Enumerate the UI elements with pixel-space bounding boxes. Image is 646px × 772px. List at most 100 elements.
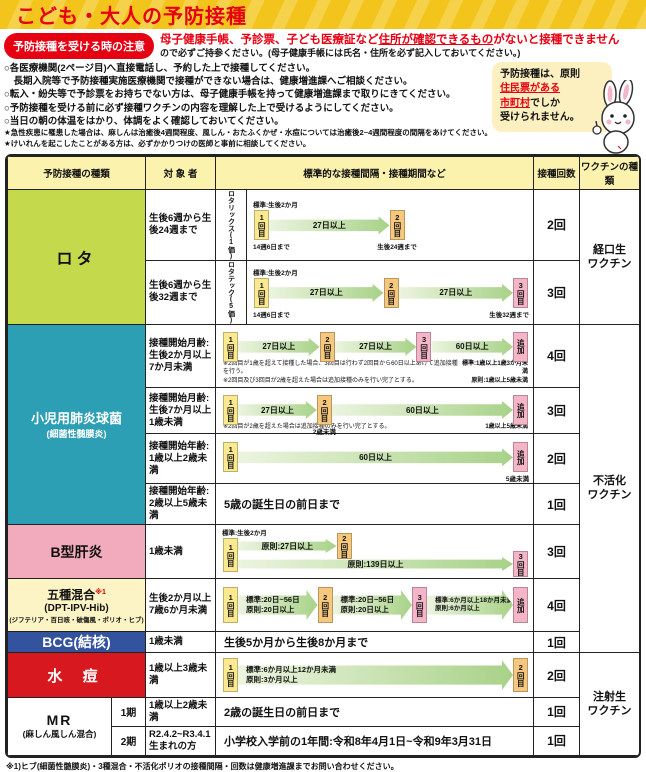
mr-1-count: 1回 — [533, 697, 581, 727]
pneumo-name-cell: 小児用肺炎球菌 (細菌性髄膜炎) — [7, 323, 147, 526]
rota-row-1: ロタ 生後6週から生後24週まで ロタリックス(1価) 標準:生後2か月 1回目… — [7, 188, 639, 325]
pneumo-row-3: 接種開始年齢: 1歳以上2歳未満 1回目 60日以上 追加 5歳未満 2回 — [8, 433, 640, 485]
schedule-table: 予防接種の種類 対 象 者 標準的な接種間隔・接種期間など 接種回数 ワクチンの… — [7, 155, 640, 756]
caution-item: ★けいれんを起こしたことがある方は、必ずかかりつけの医師と事前に相談してください… — [4, 138, 311, 148]
notice-subline: ので必ずご持参ください。(母子健康手帳には氏名・住所を必ず記入しておいてください… — [160, 48, 521, 59]
interval-arrow: 27日以上 — [335, 338, 417, 356]
interval-arrow: 27日以上 — [399, 284, 514, 302]
interval-arrow: 27日以上 — [238, 401, 317, 419]
rota-2-timeline: 標準:生後2か月 1回目 14週6日まで 27日以上 2回目 27日以上 3回目… — [247, 261, 533, 324]
mr-2-count: 1回 — [533, 725, 581, 756]
booster-box: 追加 — [513, 587, 529, 624]
bubble-red-part: 市町村 — [500, 97, 530, 109]
pneumo-1-timeline: 1回目 27日以上 2回目 27日以上 3回目 60日以上 追加 — [216, 325, 533, 366]
list-item: ○予防接種を受ける前に必ず接種ワクチンの内容を理解した上で受けるようにしてくださ… — [4, 102, 399, 114]
rota-2-target: 生後6週から生後32週まで — [145, 259, 217, 325]
hepb-row: B型肝炎 1歳未満 標準:生後2か月 1回目 原則:27日以上 2回目 原則:1… — [7, 524, 640, 580]
mr-period-1: 1期 — [110, 697, 147, 727]
col-header-count: 接種回数 — [533, 155, 581, 190]
headline-part1: 母子健康手帳、予診票、子ども医療証など — [160, 34, 379, 46]
dose-1-box: 標準:生後2か月 1回目 — [222, 530, 267, 573]
limit-label: 2歳未満 — [312, 429, 336, 437]
varicella-name-cell: 水 痘 — [7, 652, 147, 699]
booster-box: 追加 — [513, 331, 529, 362]
bubble-line: 予防接種は、原則 — [500, 68, 580, 80]
col-header-target: 対 象 者 — [145, 155, 217, 190]
footnote-ref: ※1 — [95, 589, 106, 597]
dose-2-box: 2回目 — [317, 587, 333, 624]
std-label: 標準:生後2か月 — [222, 530, 267, 538]
dose-3-box: 3回目 — [412, 587, 428, 624]
interval-arrow: 標準:6か月以上12か月未満 原則:3か月以上 — [238, 660, 513, 690]
pneumo-3-schedule: 1回目 60日以上 追加 5歳未満 — [215, 433, 535, 485]
interval-arrow: 原則:139日以上 — [238, 557, 513, 571]
pneumo-2-schedule: 1回目 27日以上 2回目 2歳未満 60日以上 追加 ※2回目が2歳を超えた場… — [215, 387, 535, 436]
bcg-name-cell: BCG(結核) — [7, 631, 147, 654]
interval-arrow: 標準:20日~56日 原則:20日以上 — [333, 590, 413, 620]
varicella-timeline: 1回目 標準:6か月以上12か月未満 原則:3か月以上 2回目 — [216, 653, 533, 697]
interval-arrow: 27日以上 — [238, 338, 320, 356]
pneumo-1-target: 接種開始月齢: 生後2か月以上7か月未満 — [145, 323, 217, 389]
fivemix-target: 生後2か月以上 7歳6か月未満 — [145, 578, 217, 633]
pneumo-3-target: 接種開始年齢: 1歳以上2歳未満 — [145, 433, 217, 485]
rota-1-timeline: 標準:生後2か月 1回目 14週6日まで 27日以上 2回目 生後24週まで — [247, 190, 533, 260]
dose-2-box: 2回目 — [513, 658, 529, 693]
mr-2-target: R2.4.2~R3.4.1 生まれの方 — [145, 725, 217, 756]
pneumo-1-notes: ※2回目が1歳を超えて接種した場合、3回目は行わず2回目から60日以上あけて追加… — [223, 360, 529, 384]
mr-2-schedule-text: 小学校入学前の1年間:令和8年4月1日~令和9年3月31日 — [215, 725, 535, 756]
caution-item: ★急性疾患に罹患した場合は、麻しんは治癒後4週間程度、風しん・おたふくかぜ・水痘… — [4, 128, 493, 138]
varicella-row: 水 痘 1歳以上3歳未満 1回目 標準:6か月以上12か月未満 原則:3か月以上 … — [7, 652, 639, 756]
col-header-vaccine: ワクチンの種類 — [579, 155, 639, 190]
rota-1-count: 2回 — [533, 188, 581, 261]
varicella-schedule: 1回目 標準:6か月以上12か月未満 原則:3か月以上 2回目 — [215, 652, 535, 699]
headline-part2: がないと接種できません — [493, 34, 620, 46]
vaccine-type-injected-live: 注射生 ワクチン — [579, 652, 639, 756]
notice-text: 母子健康手帳、予診票、子ども医療証など住所が確認できるものがないと接種できません… — [160, 33, 619, 60]
dose-2-box: 2回目 — [336, 533, 352, 560]
dose-1-box: 1回目 — [223, 442, 239, 473]
list-item: 長期入院等で予防接種実施医療機関で接種ができない場合は、健康増進課へご相談くださ… — [4, 75, 413, 87]
rota-name-cell: ロタ — [7, 188, 147, 325]
rabbit-mascot-icon — [592, 79, 635, 154]
notice-badge: 予防接種を受ける時の注意 — [4, 33, 154, 59]
dose-1-box: 1回目 — [223, 395, 239, 426]
mr-row-1: MR (麻しん風しん混合) 1期 1歳以上2歳未満 2歳の誕生日の前日まで 1回 — [7, 697, 640, 756]
deadline-label: 14週6日まで — [253, 311, 290, 319]
limit-label: 5歳未満 — [505, 476, 530, 484]
list-item: ○当日の朝の体温をはかり、体調をよく確認しておいてください。 — [4, 115, 284, 127]
pneumo-3-timeline: 1回目 60日以上 追加 5歳未満 — [216, 434, 533, 483]
dose-3-box: 3回目 — [513, 551, 529, 578]
pneumo-1-count: 4回 — [533, 323, 581, 389]
vaccine-type-oral-live: 経口生 ワクチン — [579, 188, 639, 325]
deadline-label: 14週6日まで — [253, 244, 290, 252]
col-header-schedule: 標準的な接種間隔・接種期間など — [215, 155, 535, 190]
dose-1-box: 1回目 — [223, 658, 239, 693]
rota-2-count: 3回 — [533, 259, 581, 325]
bubble-line-red: 住民票がある — [500, 83, 560, 95]
schedule-table-wrap: 予防接種の種類 対 象 者 標準的な接種間隔・接種期間など 接種回数 ワクチンの… — [5, 153, 641, 758]
notice-section: 予防接種を受ける時の注意 母子健康手帳、予診票、子ども医療証など住所が確認できる… — [4, 33, 642, 60]
hepb-name-cell: B型肝炎 — [7, 524, 147, 580]
interval-arrow: 標準:20日~56日 原則:20日以上 — [238, 590, 318, 620]
header-row: 予防接種の種類 対 象 者 標準的な接種間隔・接種期間など 接種回数 ワクチンの… — [7, 155, 639, 190]
dose-1-box: 1回目 — [223, 587, 239, 624]
hepb-target: 1歳未満 — [145, 524, 217, 580]
vaccine-type-inactivated: 不活化 ワクチン — [579, 323, 639, 654]
bcg-schedule-text: 生後5か月から生後8か月まで — [215, 631, 535, 654]
interval-arrow: 60日以上 — [332, 401, 513, 419]
booster-box: 追加 5歳未満 — [506, 442, 529, 483]
list-item: ○各医療機関(2ページ目)へ直接電話し、予約した上で接種してください。 — [4, 62, 316, 74]
fivemix-name-cell: 五種混合※1 (DPT-IPV-Hib) (ジフテリア・百日咳・破傷風・ポリオ・… — [7, 578, 147, 633]
pneumo-2-timeline: 1回目 27日以上 2回目 2歳未満 60日以上 追加 — [216, 388, 533, 436]
bubble-line: 市町村でしか — [500, 97, 604, 112]
notice-headline: 母子健康手帳、予診票、子ども医療証など住所が確認できるものがないと接種できません — [160, 33, 619, 47]
mr-name-cell: MR (麻しん風しん混合) — [7, 697, 112, 756]
page-title: こども・大人の予防接種 — [16, 6, 247, 28]
bcg-count: 1回 — [533, 631, 581, 654]
pneumo-4-target: 接種開始年齢: 2歳以上5歳未満 — [145, 483, 217, 526]
varicella-target: 1歳以上3歳未満 — [145, 652, 217, 699]
varicella-count: 2回 — [533, 652, 581, 699]
deadline-label: 生後24週まで — [377, 244, 417, 252]
pneumo-4-schedule-text: 5歳の誕生日の前日まで — [215, 483, 535, 526]
